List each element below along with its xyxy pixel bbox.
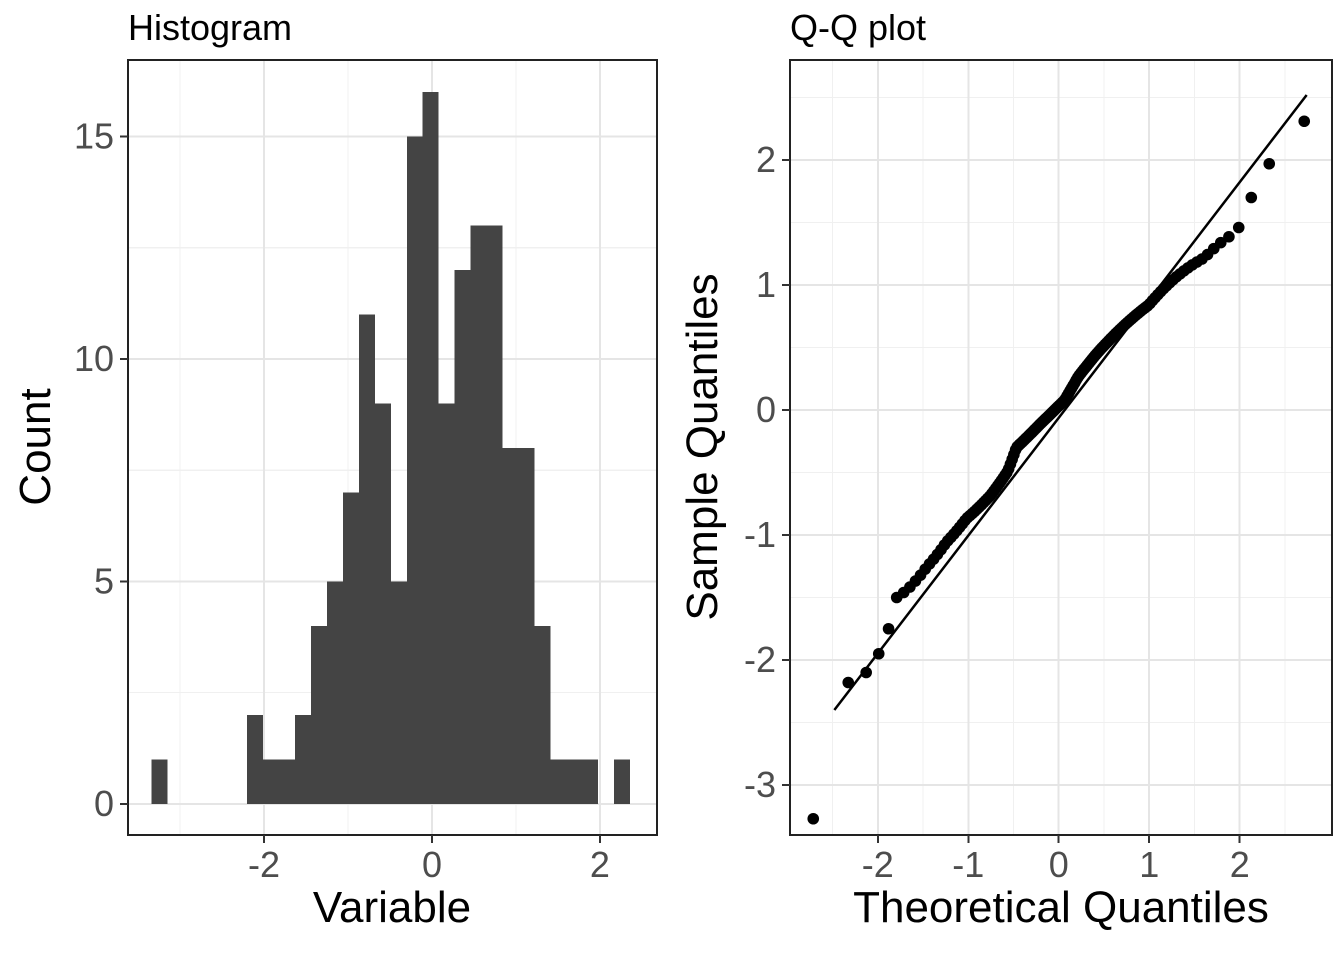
qq-y-axis-title: Sample Quantiles <box>678 273 727 621</box>
qq-reference-line <box>833 94 1308 711</box>
qq-point <box>1245 191 1258 204</box>
histogram-bar <box>295 714 312 804</box>
qq-grid-minor <box>790 60 1332 835</box>
histogram-y-tick-label: 10 <box>74 338 114 379</box>
histogram-bar <box>550 759 567 804</box>
qq-y-tick-label: 1 <box>756 264 776 305</box>
qq-point <box>1298 115 1311 128</box>
histogram-x-axis-title: Variable <box>312 883 472 932</box>
histogram-y-axis-title: Count <box>11 388 60 506</box>
qq-tick-marks <box>782 159 1241 843</box>
histogram-bar <box>327 581 343 804</box>
histogram-title: Histogram <box>128 7 293 48</box>
qq-x-axis-title: Theoretical Quantiles <box>853 883 1269 932</box>
histogram-bar <box>311 625 328 804</box>
histogram-bar <box>486 225 503 804</box>
qq-points <box>807 115 1311 825</box>
qq-y-tick-label: 0 <box>756 389 776 430</box>
histogram-panel: -2 0 2 0 5 10 15 <box>74 59 658 885</box>
histogram-bar <box>566 759 583 804</box>
histogram-bar <box>247 714 264 804</box>
histogram-bar <box>279 759 296 804</box>
qq-x-tick-label: 1 <box>1139 844 1159 885</box>
qq-panel-background <box>790 60 1332 835</box>
qq-point <box>882 622 895 635</box>
histogram-x-tick-label: -2 <box>248 844 280 885</box>
histogram-panel-border <box>127 59 658 836</box>
histogram-bars <box>151 92 631 804</box>
qq-point <box>1263 157 1276 170</box>
qq-point <box>1214 236 1227 249</box>
histogram-bar <box>470 225 487 804</box>
qq-y-tick-label: 2 <box>756 139 776 180</box>
histogram-bar <box>438 403 455 804</box>
qq-point <box>842 676 855 689</box>
histogram-y-tick-label: 15 <box>74 116 114 157</box>
histogram-y-tick-label: 5 <box>94 560 114 601</box>
qq-grid-major <box>790 60 1332 835</box>
qq-panel: -2 -1 0 1 2 2 1 0 -1 -2 -3 <box>744 59 1333 885</box>
qq-plot-title: Q-Q plot <box>790 7 927 48</box>
histogram-bar <box>406 136 423 804</box>
qq-point <box>1232 221 1245 234</box>
histogram-bar <box>502 447 519 804</box>
qq-x-tick-label: -2 <box>862 844 894 885</box>
histogram-bar <box>374 403 391 804</box>
qq-y-tick-label: -3 <box>744 764 776 805</box>
qq-tick-labels: -2 -1 0 1 2 2 1 0 -1 -2 -3 <box>744 139 1250 885</box>
histogram-y-tick-label: 0 <box>94 783 114 824</box>
histogram-bar <box>534 625 551 804</box>
histogram-bar <box>614 759 631 804</box>
histogram-tick-labels: -2 0 2 0 5 10 15 <box>74 116 610 885</box>
histogram-bar <box>582 759 599 804</box>
qq-x-tick-label: 2 <box>1230 844 1250 885</box>
qq-point <box>1223 230 1235 243</box>
qq-point <box>860 666 872 679</box>
histogram-tick-marks <box>120 135 601 843</box>
histogram-x-tick-label: 2 <box>590 844 610 885</box>
histogram-bar <box>151 759 168 804</box>
histogram-bar <box>358 314 375 804</box>
histogram-bar <box>342 492 359 804</box>
qq-panel-border <box>789 59 1333 836</box>
qq-y-tick-label: -1 <box>744 514 776 555</box>
histogram-bar <box>518 447 535 804</box>
histogram-bar <box>263 759 280 804</box>
qq-x-tick-label: 0 <box>1049 844 1069 885</box>
histogram-bar <box>390 581 407 804</box>
histogram-bar <box>454 269 471 804</box>
histogram-x-tick-label: 0 <box>422 844 442 885</box>
qq-point <box>872 647 885 660</box>
qq-x-tick-label: -1 <box>952 844 984 885</box>
qq-y-tick-label: -2 <box>744 639 776 680</box>
qq-point <box>807 812 820 825</box>
histogram-bar <box>422 92 439 804</box>
